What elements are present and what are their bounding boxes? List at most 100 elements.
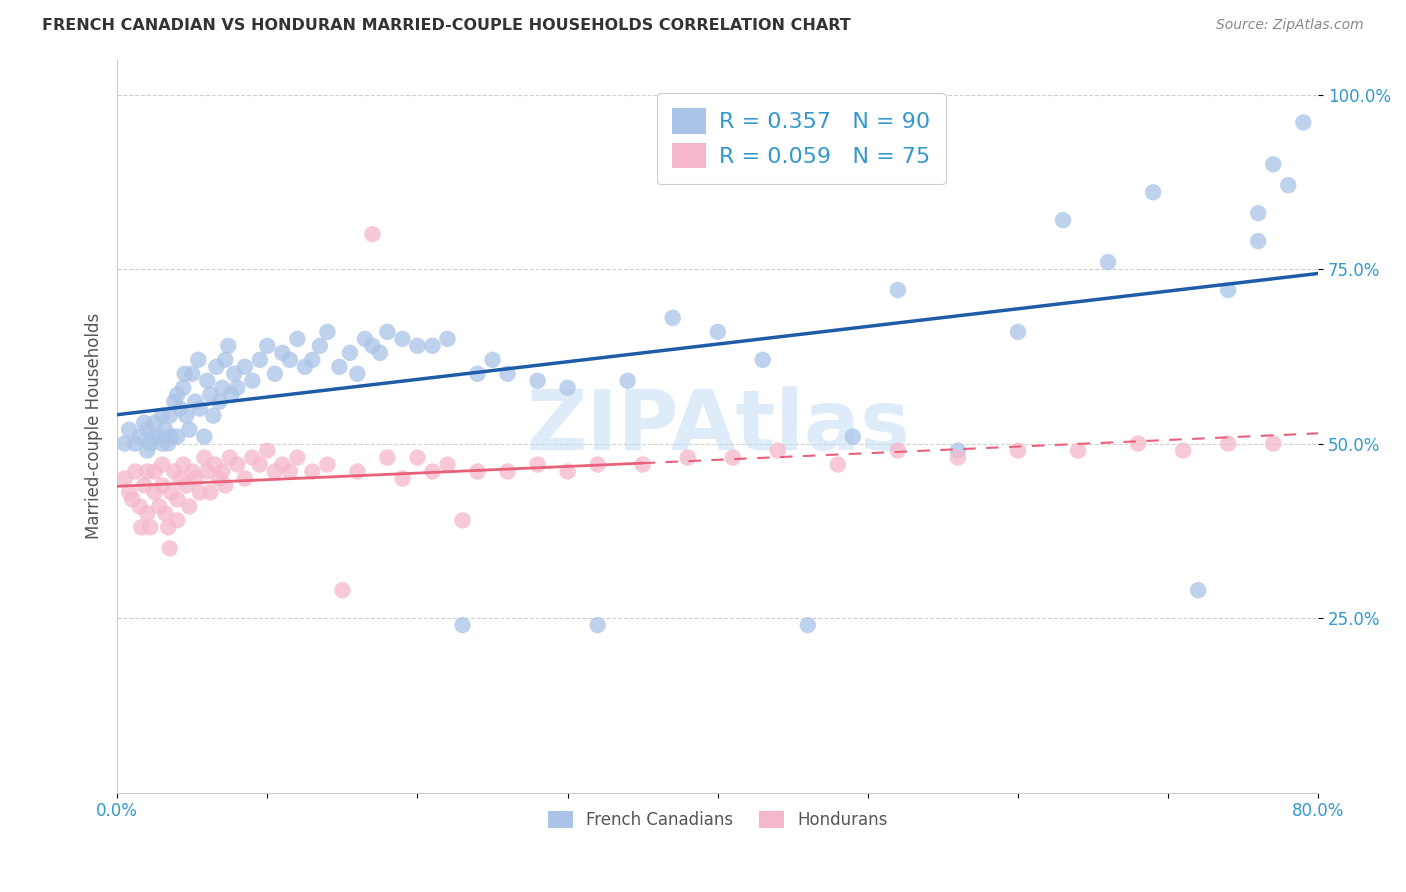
Point — [256, 443, 278, 458]
Point — [249, 352, 271, 367]
Point — [136, 423, 159, 437]
Point — [172, 458, 194, 472]
Point — [166, 492, 188, 507]
Point — [211, 465, 233, 479]
Point — [193, 450, 215, 465]
Point — [114, 436, 136, 450]
Point — [118, 485, 141, 500]
Point — [214, 352, 236, 367]
Point — [285, 450, 308, 465]
Point — [150, 458, 173, 472]
Point — [377, 450, 399, 465]
Point — [339, 346, 361, 360]
Point — [496, 367, 519, 381]
Point — [211, 381, 233, 395]
Point — [271, 458, 294, 472]
Point — [160, 485, 183, 500]
Point — [142, 429, 165, 443]
Point — [676, 450, 699, 465]
Point — [1052, 213, 1074, 227]
Point — [195, 374, 218, 388]
Point — [1067, 443, 1090, 458]
Point — [205, 359, 228, 374]
Point — [1097, 255, 1119, 269]
Point — [184, 471, 207, 485]
Point — [240, 374, 263, 388]
Point — [157, 436, 180, 450]
Point — [887, 443, 910, 458]
Point — [159, 541, 181, 556]
Point — [143, 485, 166, 500]
Point — [150, 478, 173, 492]
Point — [128, 429, 150, 443]
Y-axis label: Married-couple Households: Married-couple Households — [86, 313, 103, 540]
Point — [586, 458, 609, 472]
Point — [129, 520, 152, 534]
Point — [1292, 115, 1315, 129]
Point — [124, 465, 146, 479]
Point — [1277, 178, 1299, 193]
Point — [195, 465, 218, 479]
Point — [226, 458, 249, 472]
Point — [467, 465, 489, 479]
Text: FRENCH CANADIAN VS HONDURAN MARRIED-COUPLE HOUSEHOLDS CORRELATION CHART: FRENCH CANADIAN VS HONDURAN MARRIED-COUP… — [42, 18, 851, 33]
Point — [422, 339, 444, 353]
Point — [134, 416, 156, 430]
Point — [278, 352, 301, 367]
Point — [214, 478, 236, 492]
Point — [124, 436, 146, 450]
Point — [136, 465, 159, 479]
Point — [1247, 234, 1270, 248]
Point — [179, 500, 201, 514]
Point — [391, 332, 413, 346]
Point — [361, 339, 384, 353]
Point — [1263, 436, 1285, 450]
Point — [181, 465, 204, 479]
Point — [188, 401, 211, 416]
Point — [316, 458, 339, 472]
Point — [233, 359, 256, 374]
Point — [224, 367, 246, 381]
Point — [368, 346, 391, 360]
Point — [391, 471, 413, 485]
Point — [179, 423, 201, 437]
Point — [139, 520, 162, 534]
Point — [163, 394, 186, 409]
Point — [271, 346, 294, 360]
Point — [496, 465, 519, 479]
Point — [148, 429, 170, 443]
Point — [169, 471, 191, 485]
Point — [221, 388, 243, 402]
Point — [422, 465, 444, 479]
Point — [301, 465, 323, 479]
Point — [406, 450, 429, 465]
Point — [160, 429, 183, 443]
Point — [294, 359, 316, 374]
Text: Source: ZipAtlas.com: Source: ZipAtlas.com — [1216, 18, 1364, 32]
Point — [172, 381, 194, 395]
Point — [218, 450, 240, 465]
Point — [377, 325, 399, 339]
Point — [467, 367, 489, 381]
Point — [184, 394, 207, 409]
Point — [193, 429, 215, 443]
Point — [526, 374, 548, 388]
Point — [208, 394, 231, 409]
Point — [134, 478, 156, 492]
Point — [436, 458, 458, 472]
Point — [661, 310, 683, 325]
Point — [1173, 443, 1195, 458]
Point — [1142, 186, 1164, 200]
Point — [332, 583, 354, 598]
Point — [136, 507, 159, 521]
Point — [451, 618, 474, 632]
Point — [1218, 283, 1240, 297]
Point — [159, 409, 181, 423]
Point — [200, 388, 222, 402]
Point — [752, 352, 775, 367]
Point — [166, 513, 188, 527]
Point — [766, 443, 789, 458]
Point — [481, 352, 503, 367]
Point — [155, 507, 177, 521]
Point — [946, 443, 969, 458]
